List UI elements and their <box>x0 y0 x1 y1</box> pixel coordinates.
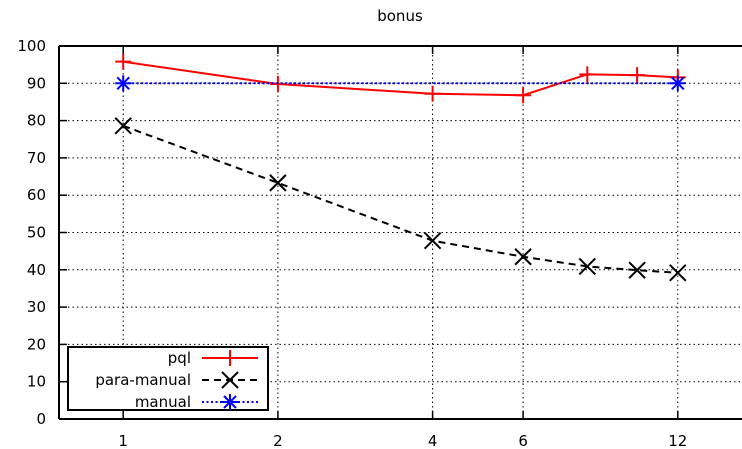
data-point <box>579 66 596 83</box>
data-point-d2 <box>578 257 597 276</box>
y-tick-label: 30 <box>27 298 46 316</box>
data-point <box>578 257 597 276</box>
data-point-d2 <box>671 76 685 91</box>
y-tick-label: 80 <box>27 112 46 130</box>
y-tick-label: 40 <box>27 261 46 279</box>
legend-label: pql <box>168 349 191 367</box>
data-point <box>669 75 686 92</box>
legend-marker <box>222 350 238 366</box>
y-tick-label: 10 <box>27 373 46 391</box>
series-line <box>122 124 678 274</box>
legend-marker-d2 <box>221 371 239 389</box>
y-tick-label: 100 <box>17 37 46 55</box>
legend-marker <box>221 371 239 389</box>
data-point <box>515 87 532 104</box>
x-tick-label: 12 <box>668 432 687 449</box>
data-point-d2 <box>423 231 442 250</box>
data-point <box>424 85 441 102</box>
legend-label: para-manual <box>95 371 191 389</box>
legend-marker <box>222 394 238 410</box>
y-tick-label: 50 <box>27 224 46 242</box>
data-point <box>628 261 646 279</box>
data-point-d2 <box>116 76 130 91</box>
data-point-d2 <box>669 264 687 282</box>
y-tick-label: 60 <box>27 186 46 204</box>
series-line <box>123 60 678 97</box>
series-layer <box>114 53 687 282</box>
data-point <box>669 264 687 282</box>
x-tick-label: 4 <box>428 432 438 449</box>
series-pql <box>115 53 686 104</box>
series-para-manual <box>114 117 687 282</box>
data-point-d2 <box>628 261 646 279</box>
x-tick-label: 1 <box>118 432 128 449</box>
data-point-d2 <box>114 117 132 135</box>
y-tick-label: 20 <box>27 335 46 353</box>
data-point-d2 <box>269 174 287 192</box>
data-point <box>269 174 287 192</box>
data-point <box>514 248 532 266</box>
chart-title: bonus <box>377 7 423 25</box>
data-point <box>115 75 132 92</box>
data-point <box>114 117 132 135</box>
data-point-d2 <box>514 248 532 266</box>
data-point <box>629 67 646 84</box>
data-point <box>423 231 442 250</box>
y-tick-label: 0 <box>36 410 46 428</box>
series-manual <box>115 75 686 92</box>
y-tick-label: 90 <box>27 74 46 92</box>
legend-label: manual <box>135 393 191 411</box>
legend: pql para-manual manual <box>67 346 269 411</box>
legend-marker-d2 <box>223 395 237 409</box>
data-point <box>115 53 132 70</box>
x-tick-label: 6 <box>518 432 528 449</box>
y-tick-label: 70 <box>27 149 46 167</box>
x-tick-label: 2 <box>273 432 283 449</box>
